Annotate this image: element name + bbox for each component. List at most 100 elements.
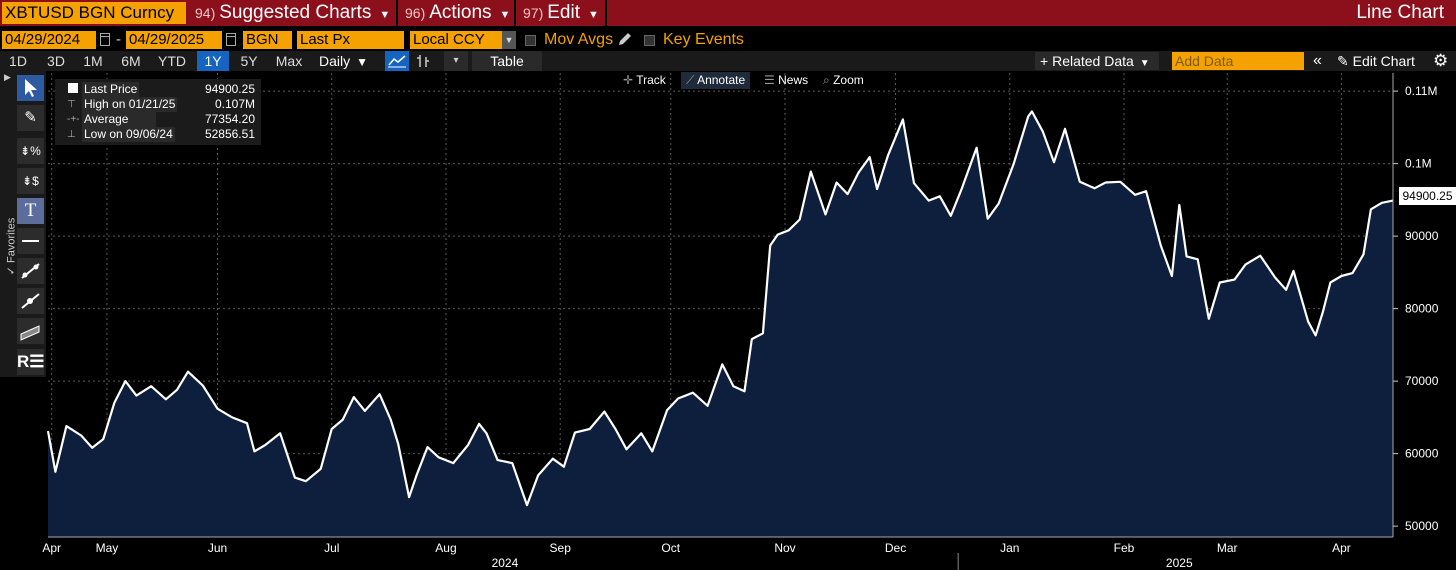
edit-chart-button[interactable]: ✎ Edit Chart bbox=[1337, 52, 1415, 70]
x-tick-label: Apr bbox=[42, 541, 61, 555]
x-tick-label: Nov bbox=[774, 541, 795, 555]
chart-type-dropdown-icon[interactable]: ▾ bbox=[444, 51, 468, 71]
y-tick-label: 0.11M bbox=[1405, 84, 1437, 98]
text-tool-icon[interactable]: T bbox=[17, 198, 44, 224]
favorites-label: Favorites bbox=[5, 217, 18, 263]
plus-icon: + bbox=[1040, 53, 1049, 69]
track-tool[interactable]: ✛ Track bbox=[618, 72, 671, 89]
annotate-label: Annotate bbox=[697, 73, 746, 87]
bar-chart-type-button[interactable] bbox=[412, 51, 436, 71]
year-label: 2025 bbox=[1166, 556, 1193, 570]
end-date-field[interactable]: 04/29/2025 bbox=[126, 31, 222, 49]
dollar-tool-icon[interactable]: ⇟$ bbox=[17, 168, 44, 194]
title-bar bbox=[0, 0, 1456, 26]
range-5y[interactable]: 5Y bbox=[240, 53, 258, 69]
range-1y[interactable]: 1Y bbox=[197, 51, 229, 71]
mov-avgs-checkbox[interactable] bbox=[525, 35, 536, 46]
y-tick-label: 80000 bbox=[1405, 302, 1439, 316]
channel-tool-icon[interactable] bbox=[17, 318, 44, 344]
menu-number: 94) bbox=[195, 5, 216, 21]
pencil-icon: ✎ bbox=[1337, 53, 1349, 69]
calendar-icon[interactable] bbox=[226, 33, 236, 46]
add-data-input[interactable]: Add Data bbox=[1172, 52, 1304, 70]
range-1m[interactable]: 1M bbox=[83, 53, 103, 69]
pencil-icon[interactable] bbox=[617, 31, 633, 52]
x-tick-label: Apr bbox=[1332, 541, 1351, 555]
favorites-tab[interactable]: ✓ Favorites bbox=[5, 217, 18, 276]
menu-label: Edit bbox=[547, 2, 580, 23]
series-area-fill bbox=[48, 111, 1393, 538]
low-marker-icon: ⊥ bbox=[67, 129, 76, 140]
pen-tool-icon[interactable]: ✎ bbox=[17, 105, 44, 131]
start-date-field[interactable]: 04/29/2024 bbox=[2, 31, 96, 49]
edit-menu[interactable]: 97) Edit ▼ bbox=[523, 0, 599, 26]
pencil-icon: ⟋ bbox=[686, 73, 695, 87]
x-tick-label: Jun bbox=[208, 541, 227, 555]
x-tick-label: Feb bbox=[1114, 541, 1135, 555]
hline-tool-icon[interactable] bbox=[17, 228, 44, 254]
last-price-label: 94900.25 bbox=[1399, 187, 1456, 205]
regression-tool-icon[interactable]: R☰ bbox=[17, 349, 45, 375]
legend-value: 94900.25 bbox=[204, 82, 255, 96]
y-tick-label: 90000 bbox=[1405, 229, 1439, 243]
expand-arrow-icon[interactable]: ▶ bbox=[4, 72, 11, 82]
source-field[interactable]: BGN bbox=[243, 31, 292, 49]
news-label: News bbox=[778, 73, 809, 87]
range-max[interactable]: Max bbox=[275, 53, 303, 69]
percent-tool-icon[interactable]: ⇟% bbox=[17, 138, 44, 164]
legend-value: 77354.20 bbox=[204, 112, 255, 126]
menu-number: 97) bbox=[523, 5, 544, 21]
legend-row-high: ⊤ High on 01/21/25 0.107M bbox=[55, 97, 261, 112]
x-tick-label: Jul bbox=[324, 541, 339, 555]
menu-divider bbox=[605, 0, 607, 26]
x-tick-label: Oct bbox=[661, 541, 680, 555]
x-tick-label: Dec bbox=[885, 541, 906, 555]
suggested-charts-menu[interactable]: 94) Suggested Charts ▼ bbox=[195, 0, 390, 26]
average-marker-icon: -+- bbox=[67, 114, 80, 125]
x-tick-label: Jan bbox=[1000, 541, 1019, 555]
table-button[interactable]: Table bbox=[472, 51, 542, 71]
legend-label: Low on 09/06/24 bbox=[82, 127, 175, 142]
high-marker-icon: ⊤ bbox=[67, 99, 76, 110]
security-ticker[interactable]: XBTUSD BGN Curncy bbox=[2, 2, 186, 24]
segment-tool-icon[interactable] bbox=[17, 288, 44, 314]
legend-value: 0.107M bbox=[214, 97, 255, 111]
date-separator: - bbox=[116, 31, 121, 48]
y-tick-label: 50000 bbox=[1405, 519, 1439, 533]
period-selector[interactable]: Daily ▼ bbox=[319, 52, 368, 70]
actions-menu[interactable]: 96) Actions ▼ bbox=[405, 0, 510, 26]
cursor-tool-icon[interactable] bbox=[17, 75, 44, 101]
zoom-icon: ⌕ bbox=[823, 73, 830, 87]
caret-down-icon: ▼ bbox=[379, 9, 391, 21]
trendline-tool-icon[interactable] bbox=[17, 258, 44, 284]
currency-dropdown-icon[interactable]: ▼ bbox=[502, 31, 516, 49]
menu-divider bbox=[514, 0, 516, 26]
currency-selector[interactable]: Local CCY bbox=[410, 31, 502, 49]
menu-number: 96) bbox=[405, 5, 426, 21]
key-events-checkbox[interactable] bbox=[644, 35, 655, 46]
line-chart-type-button[interactable] bbox=[385, 51, 409, 71]
annotate-tool[interactable]: ⟋ Annotate bbox=[681, 72, 751, 89]
collapse-left-icon[interactable]: « bbox=[1313, 52, 1322, 69]
caret-down-icon: ▼ bbox=[356, 55, 369, 69]
crosshair-icon: ✛ bbox=[623, 73, 634, 87]
period-label: Daily bbox=[319, 53, 351, 69]
related-data-menu[interactable]: + Related Data ▼ bbox=[1035, 52, 1159, 70]
range-1d[interactable]: 1D bbox=[9, 53, 27, 69]
key-events-label[interactable]: Key Events bbox=[663, 31, 744, 48]
calendar-icon[interactable] bbox=[100, 33, 110, 46]
zoom-tool[interactable]: ⌕ Zoom bbox=[818, 72, 869, 89]
news-tool[interactable]: ☰ News bbox=[759, 72, 813, 89]
menu-label: Suggested Charts bbox=[219, 2, 372, 23]
range-3d[interactable]: 3D bbox=[47, 53, 65, 69]
track-label: Track bbox=[636, 73, 666, 87]
series-line bbox=[46, 110, 1394, 507]
range-ytd[interactable]: YTD bbox=[158, 53, 186, 69]
range-6m[interactable]: 6M bbox=[121, 53, 141, 69]
gear-icon[interactable]: ⚙ bbox=[1433, 51, 1449, 70]
mov-avgs-label[interactable]: Mov Avgs bbox=[544, 31, 614, 48]
legend-label: Average bbox=[82, 112, 157, 127]
legend-checkbox[interactable] bbox=[68, 83, 78, 93]
field-selector[interactable]: Last Px bbox=[297, 31, 404, 49]
